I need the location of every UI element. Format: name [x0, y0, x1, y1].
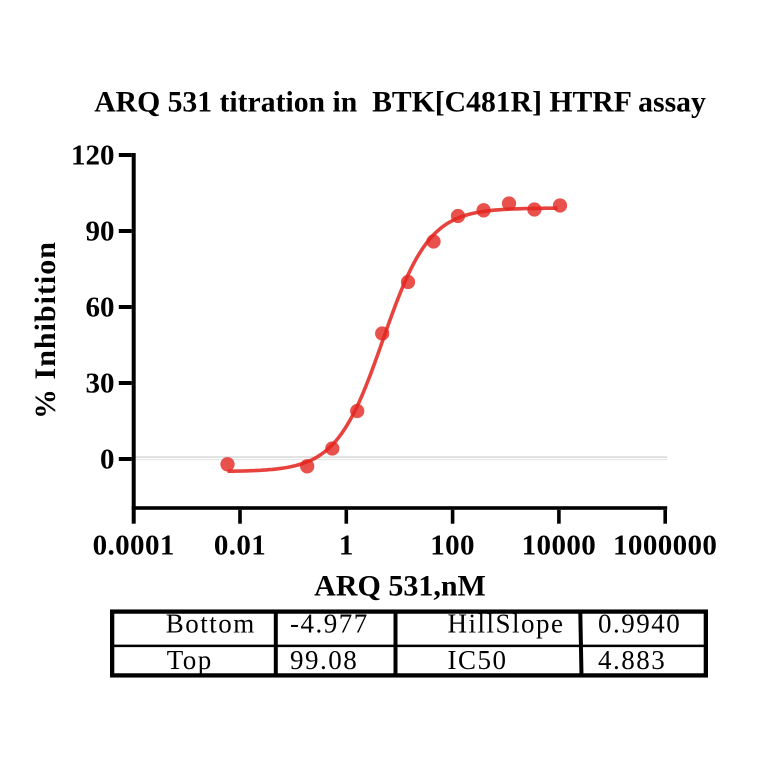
svg-text:ARQ 531,nM: ARQ 531,nM — [314, 569, 486, 602]
svg-text:HillSlope: HillSlope — [448, 609, 565, 639]
svg-text:ARQ 531 titration in BTK[C481: ARQ 531 titration in BTK[C481R] HTRF ass… — [94, 87, 706, 119]
svg-text:4.883: 4.883 — [598, 645, 666, 675]
svg-text:-4.977: -4.977 — [290, 609, 369, 639]
svg-text:Bottom: Bottom — [166, 609, 256, 639]
svg-text:60: 60 — [86, 291, 115, 323]
svg-text:1: 1 — [339, 530, 354, 562]
svg-text:0.0001: 0.0001 — [93, 530, 175, 562]
svg-text:0: 0 — [100, 443, 115, 475]
svg-text:99.08: 99.08 — [290, 645, 358, 675]
svg-text:90: 90 — [86, 215, 115, 247]
svg-text:120: 120 — [71, 139, 115, 171]
svg-text:0.01: 0.01 — [214, 530, 266, 562]
svg-text:10000: 10000 — [522, 530, 597, 562]
svg-text:0.9940: 0.9940 — [598, 609, 681, 639]
svg-text:100: 100 — [430, 530, 475, 562]
svg-text:IC50: IC50 — [448, 645, 508, 675]
svg-text:1000000: 1000000 — [613, 530, 717, 562]
svg-text:% Inhibition: % Inhibition — [29, 241, 62, 419]
svg-text:Top: Top — [167, 645, 213, 675]
svg-text:30: 30 — [86, 367, 115, 399]
